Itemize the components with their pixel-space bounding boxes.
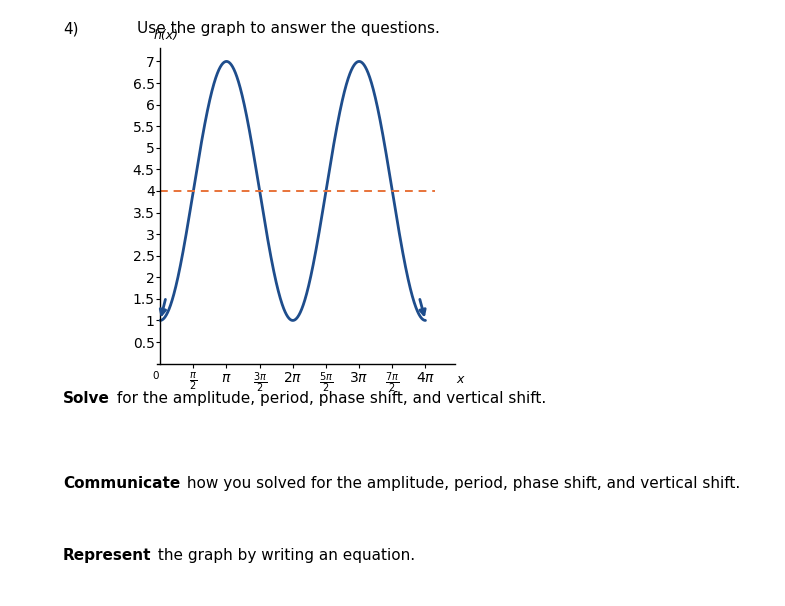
Text: Communicate: Communicate — [63, 476, 180, 491]
Text: Solve: Solve — [63, 391, 110, 406]
Text: 0: 0 — [152, 371, 159, 381]
Text: 4): 4) — [63, 21, 78, 36]
Text: Represent: Represent — [63, 548, 152, 564]
Text: for the amplitude, period, phase shift, and vertical shift.: for the amplitude, period, phase shift, … — [111, 391, 546, 406]
Text: the graph by writing an equation.: the graph by writing an equation. — [153, 548, 415, 564]
Text: x: x — [456, 373, 464, 386]
Text: h(x): h(x) — [154, 29, 179, 42]
Text: Use the graph to answer the questions.: Use the graph to answer the questions. — [137, 21, 440, 36]
Text: how you solved for the amplitude, period, phase shift, and vertical shift.: how you solved for the amplitude, period… — [182, 476, 740, 491]
